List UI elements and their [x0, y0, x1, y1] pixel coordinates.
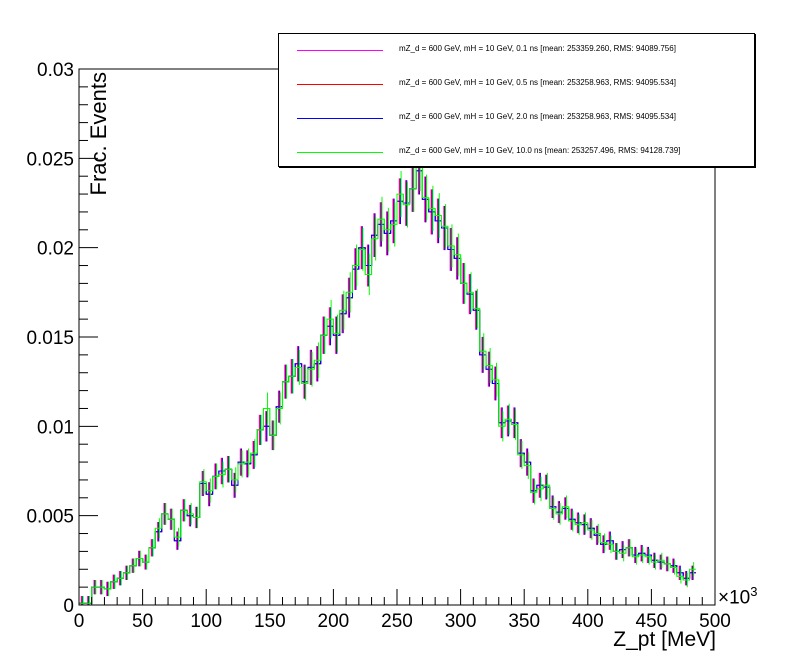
legend-entry-0.5ns: mZ_d = 600 GeV, mH = 10 GeV, 0.5 ns [mea… — [279, 75, 754, 95]
legend-line-red — [297, 84, 383, 85]
legend-box: mZ_d = 600 GeV, mH = 10 GeV, 0.1 ns [mea… — [278, 33, 755, 167]
x-tick-label: 0 — [74, 611, 85, 632]
y-tick-label: 0.015 — [26, 328, 74, 349]
legend-entry-10.0ns: mZ_d = 600 GeV, mH = 10 GeV, 10.0 ns [me… — [279, 143, 754, 163]
y-tick-label: 0.005 — [26, 507, 74, 528]
x-tick-label: 50 — [132, 611, 153, 632]
legend-entry-0.1ns: mZ_d = 600 GeV, mH = 10 GeV, 0.1 ns [mea… — [279, 41, 754, 61]
x-exponent-base: ×10 — [718, 587, 751, 609]
histogram-line — [79, 166, 696, 604]
legend-label: mZ_d = 600 GeV, mH = 10 GeV, 10.0 ns [me… — [399, 146, 681, 155]
y-tick-label: 0.03 — [37, 60, 74, 81]
series-10.0-ns — [79, 143, 696, 605]
y-tick-label: 0.01 — [37, 417, 74, 438]
y-tick-label: 0 — [63, 596, 74, 617]
x-tick-label: 250 — [381, 611, 413, 632]
legend-label: mZ_d = 600 GeV, mH = 10 GeV, 0.1 ns [mea… — [399, 44, 676, 53]
y-tick-label: 0.025 — [26, 149, 74, 170]
x-tick-label: 500 — [699, 611, 731, 632]
x-exponent-power: 3 — [750, 584, 758, 599]
x-tick-label: 100 — [190, 611, 222, 632]
x-tick-label: 300 — [445, 611, 477, 632]
legend-line-green — [297, 152, 383, 153]
legend-line-magenta — [297, 50, 383, 51]
x-tick-label: 450 — [636, 611, 668, 632]
x-axis-exponent: ×103 — [718, 584, 757, 609]
series-layer — [79, 143, 696, 605]
legend-label: mZ_d = 600 GeV, mH = 10 GeV, 2.0 ns [mea… — [399, 112, 676, 121]
legend-entry-2.0ns: mZ_d = 600 GeV, mH = 10 GeV, 2.0 ns [mea… — [279, 109, 754, 129]
axis-layer: 0 50 100 150 200 250 300 350 400 450 500 0 0.005 0.01… — [26, 60, 730, 632]
x-tick-label: 350 — [508, 611, 540, 632]
y-tick-label: 0.02 — [37, 239, 74, 260]
x-tick-label: 150 — [254, 611, 286, 632]
y-axis-title: Frac. Events — [86, 72, 111, 196]
x-axis-title: Z_pt [MeV] — [613, 628, 716, 651]
x-tick-label: 200 — [318, 611, 350, 632]
legend-line-blue — [297, 118, 383, 119]
x-tick-label: 400 — [572, 611, 604, 632]
legend-label: mZ_d = 600 GeV, mH = 10 GeV, 0.5 ns [mea… — [399, 78, 676, 87]
